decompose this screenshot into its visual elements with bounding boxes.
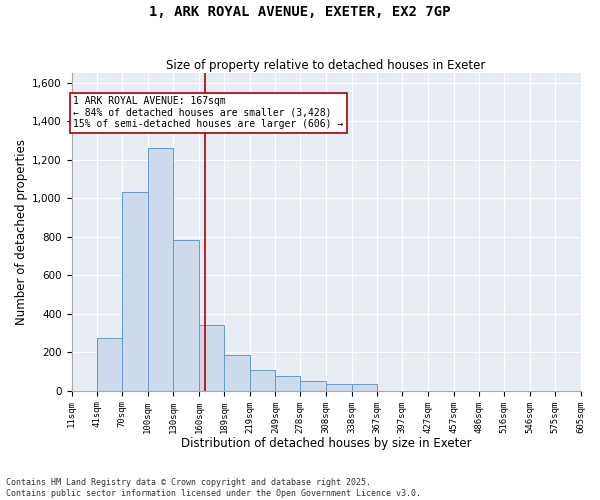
Bar	[173, 240, 199, 391]
Bar	[275, 376, 301, 391]
Y-axis label: Number of detached properties: Number of detached properties	[15, 139, 28, 325]
Bar	[97, 338, 122, 391]
Text: 1 ARK ROYAL AVENUE: 167sqm
← 84% of detached houses are smaller (3,428)
15% of s: 1 ARK ROYAL AVENUE: 167sqm ← 84% of deta…	[73, 96, 343, 130]
Bar	[122, 192, 148, 391]
Bar	[301, 381, 326, 391]
Bar	[326, 384, 352, 391]
X-axis label: Distribution of detached houses by size in Exeter: Distribution of detached houses by size …	[181, 437, 472, 450]
Text: 1, ARK ROYAL AVENUE, EXETER, EX2 7GP: 1, ARK ROYAL AVENUE, EXETER, EX2 7GP	[149, 5, 451, 19]
Title: Size of property relative to detached houses in Exeter: Size of property relative to detached ho…	[166, 59, 485, 72]
Bar	[199, 326, 224, 391]
Bar	[224, 355, 250, 391]
Text: Contains HM Land Registry data © Crown copyright and database right 2025.
Contai: Contains HM Land Registry data © Crown c…	[6, 478, 421, 498]
Bar	[148, 148, 173, 391]
Bar	[250, 370, 275, 391]
Bar	[352, 384, 377, 391]
